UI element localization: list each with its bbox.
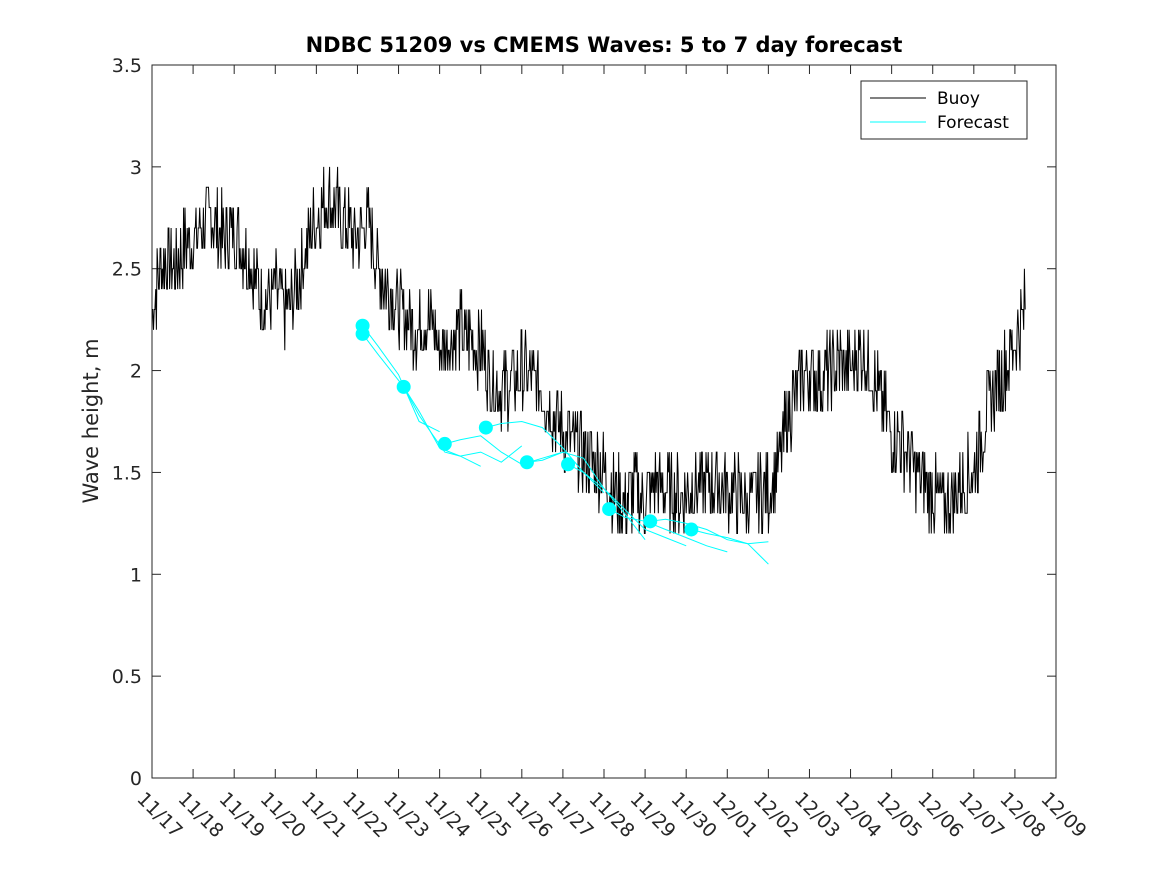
forecast-line [526,451,646,541]
forecast-line [444,435,564,465]
forecast-marker [684,522,699,537]
forecast-marker [602,502,617,517]
forecast-marker [396,379,411,394]
legend-buoy-label: Buoy [937,89,980,109]
y-tick-label: 3.5 [112,55,142,77]
buoy-series [152,166,1026,534]
y-axis-label: Wave height, m [79,338,103,503]
y-tick-label: 0.5 [112,666,142,688]
forecast-marker [478,420,493,435]
forecast-line [691,529,769,545]
forecast-marker [355,326,370,341]
chart-title: NDBC 51209 vs CMEMS Waves: 5 to 7 day fo… [306,33,903,57]
y-tick-label: 1.5 [112,462,142,484]
plot-area [151,64,1057,779]
legend: Buoy Forecast [860,80,1028,140]
y-tick-label: 1 [130,564,142,586]
y-tick-label: 2 [130,361,142,383]
forecast-marker [437,436,452,451]
legend-box [860,80,1028,140]
forecast-marker [561,457,576,472]
forecast-line [567,463,687,547]
forecast-marker [519,455,534,470]
forecast-line [403,386,523,463]
legend-forecast-label: Forecast [937,113,1009,133]
y-tick-label: 3 [130,157,142,179]
forecast-line [608,508,728,553]
forecast-markers [355,318,699,537]
forecast-series [362,325,769,565]
buoy-line [152,166,1026,534]
y-tick-label: 2.5 [112,259,142,281]
y-tick-label: 0 [130,768,142,790]
forecast-marker [643,514,658,529]
